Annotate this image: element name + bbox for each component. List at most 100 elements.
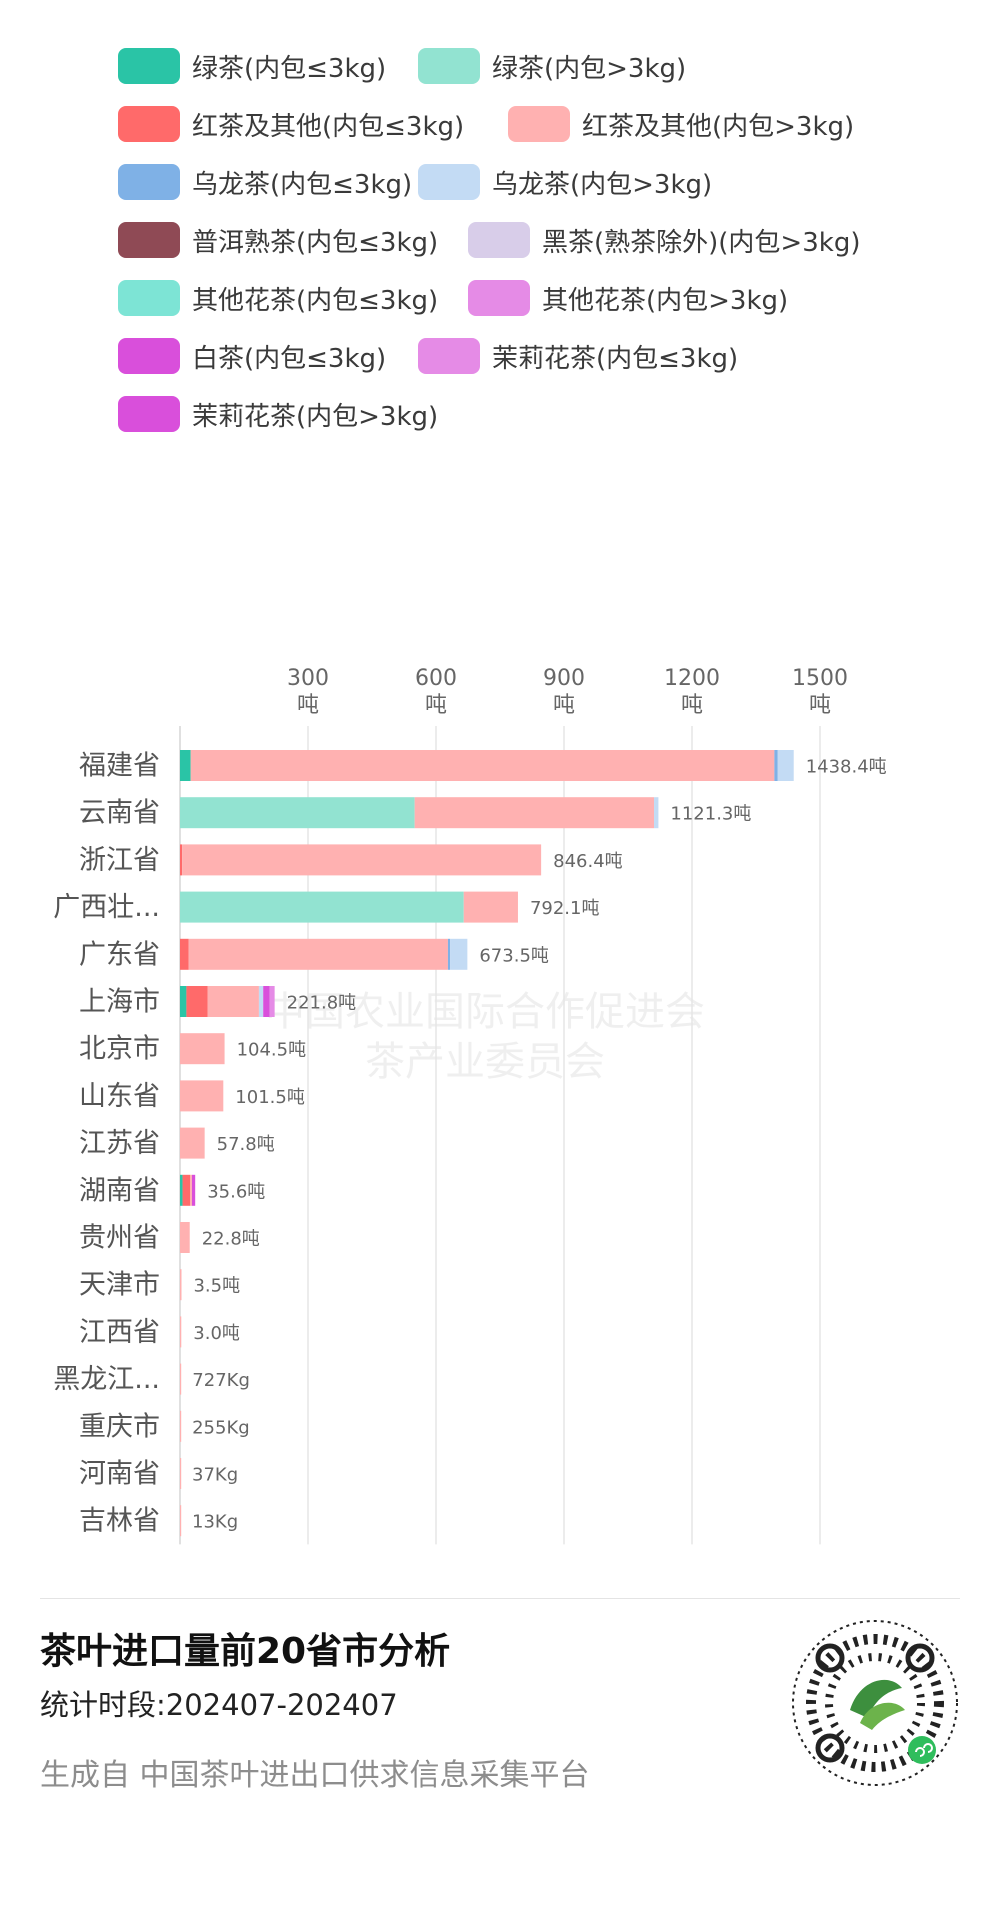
category-label: 吉林省 xyxy=(79,1506,160,1537)
tick-unit-label: 吨 xyxy=(297,693,319,718)
bar-segment xyxy=(180,750,191,781)
qr-code-icon[interactable] xyxy=(790,1618,960,1788)
bar-segment xyxy=(180,1269,182,1301)
legend-swatch xyxy=(118,280,180,316)
tick-label: 600 xyxy=(415,666,457,691)
bar-segment xyxy=(180,1316,182,1348)
legend-label: 乌龙茶(内包>3kg) xyxy=(492,169,713,200)
bar-segment xyxy=(258,986,264,1017)
legend-label: 绿茶(内包≤3kg) xyxy=(192,53,387,84)
legend-item[interactable]: 茉莉花茶(内包>3kg) xyxy=(118,394,438,434)
legend-label: 其他花茶(内包≤3kg) xyxy=(192,285,439,316)
category-label: 广东省 xyxy=(79,939,160,970)
value-label: 101.5吨 xyxy=(235,1087,305,1108)
bar-segment xyxy=(180,1174,183,1206)
value-label: 673.5吨 xyxy=(479,945,549,966)
bar-segment xyxy=(263,986,270,1017)
bar-segment xyxy=(180,844,183,876)
category-label: 山东省 xyxy=(79,1081,160,1112)
legend-item[interactable]: 乌龙茶(内包≤3kg) xyxy=(118,162,412,202)
category-label: 黑龙江... xyxy=(53,1364,160,1395)
bar-segment xyxy=(180,1033,225,1065)
legend-swatch xyxy=(118,222,180,258)
value-label: 792.1吨 xyxy=(530,898,600,919)
bar-segment xyxy=(774,750,778,781)
tick-unit-label: 吨 xyxy=(809,693,831,718)
category-label: 上海市 xyxy=(79,987,160,1018)
value-label: 22.8吨 xyxy=(202,1229,260,1250)
bar-segment xyxy=(180,1505,182,1537)
bar-segment xyxy=(180,1080,224,1112)
footer-source: 生成自 中国茶叶进出口供求信息采集平台 xyxy=(40,1758,590,1793)
bar-segment xyxy=(777,750,794,781)
legend-swatch xyxy=(418,338,480,374)
category-label: 天津市 xyxy=(79,1270,160,1301)
footer-title: 茶叶进口量前20省市分析 xyxy=(40,1631,451,1672)
footer-divider xyxy=(40,1598,960,1599)
bar-segment xyxy=(269,986,275,1017)
bar-segment xyxy=(190,1174,192,1206)
bar-segment xyxy=(180,1458,182,1489)
category-label: 重庆市 xyxy=(79,1411,160,1442)
legend-swatch xyxy=(508,106,570,142)
bar-segment xyxy=(190,750,775,781)
legend-item[interactable]: 其他花茶(内包>3kg) xyxy=(468,278,788,318)
bar-segment xyxy=(191,1174,196,1206)
bar-segment xyxy=(180,797,415,829)
legend-swatch xyxy=(118,106,180,142)
bar-segment xyxy=(182,844,542,876)
legend-swatch xyxy=(418,48,480,84)
legend-swatch xyxy=(418,164,480,200)
legend-swatch xyxy=(118,48,180,84)
bar-segment xyxy=(180,891,464,923)
legend-item[interactable]: 红茶及其他(内包≤3kg) xyxy=(118,104,464,144)
bar-segment xyxy=(188,938,448,970)
legend-item[interactable]: 其他花茶(内包≤3kg) xyxy=(118,278,438,318)
bar-segment xyxy=(447,938,451,970)
tick-label: 900 xyxy=(543,666,585,691)
legend-item[interactable]: 茉莉花茶(内包≤3kg) xyxy=(418,336,738,376)
tick-label: 300 xyxy=(287,666,329,691)
bar-chart: 中国农业国际合作促进会 茶产业委员会 300 吨 600 吨 900 吨 1200 吨 1500 吨福… xyxy=(0,650,1000,1550)
bar-segment xyxy=(654,797,659,829)
legend-label: 茉莉花茶(内包>3kg) xyxy=(192,401,439,432)
value-label: 255Kg xyxy=(192,1417,250,1438)
legend-swatch xyxy=(118,338,180,374)
tick-label: 1500 xyxy=(792,666,848,691)
category-label: 浙江省 xyxy=(79,845,160,876)
legend-item[interactable]: 绿茶(内包>3kg) xyxy=(418,46,686,86)
tick-unit-label: 吨 xyxy=(681,693,703,718)
bar-segment xyxy=(186,986,208,1017)
legend-label: 红茶及其他(内包>3kg) xyxy=(582,111,855,142)
legend-item[interactable]: 白茶(内包≤3kg) xyxy=(118,336,386,376)
watermark-line-2: 茶产业委员会 xyxy=(365,1039,605,1085)
tick-unit-label: 吨 xyxy=(425,693,447,718)
bar-segment xyxy=(180,1222,190,1253)
value-label: 35.6吨 xyxy=(207,1181,265,1202)
value-label: 3.5吨 xyxy=(193,1276,240,1297)
value-label: 37Kg xyxy=(192,1465,238,1486)
tick-label: 1200 xyxy=(664,666,720,691)
chart-svg: 中国农业国际合作促进会茶产业委员会300吨600吨900吨1200吨1500吨福… xyxy=(53,666,887,1545)
legend-label: 茉莉花茶(内包≤3kg) xyxy=(492,343,739,374)
legend-item[interactable]: 绿茶(内包≤3kg) xyxy=(118,46,386,86)
legend-item[interactable]: 普洱熟茶(内包≤3kg) xyxy=(118,220,438,260)
legend-label: 普洱熟茶(内包≤3kg) xyxy=(192,227,439,258)
legend-label: 白茶(内包≤3kg) xyxy=(192,343,387,374)
value-label: 1121.3吨 xyxy=(670,804,751,825)
bar-segment xyxy=(180,1127,205,1159)
legend-item[interactable]: 红茶及其他(内包>3kg) xyxy=(508,104,854,144)
category-label: 湖南省 xyxy=(79,1175,160,1206)
legend-label: 其他花茶(内包>3kg) xyxy=(542,285,789,316)
footer-period: 统计时段:202407-202407 xyxy=(40,1688,398,1722)
legend-item[interactable]: 黑茶(熟茶除外)(内包>3kg) xyxy=(468,220,860,260)
legend-label: 乌龙茶(内包≤3kg) xyxy=(192,169,413,200)
mini-program-badge xyxy=(908,1736,936,1764)
legend-swatch xyxy=(468,280,530,316)
legend-item[interactable]: 乌龙茶(内包>3kg) xyxy=(418,162,712,202)
value-label: 727Kg xyxy=(192,1370,250,1391)
value-label: 104.5吨 xyxy=(237,1040,307,1061)
legend-swatch xyxy=(118,396,180,432)
value-label: 221.8吨 xyxy=(287,993,357,1014)
category-label: 江苏省 xyxy=(79,1128,160,1159)
